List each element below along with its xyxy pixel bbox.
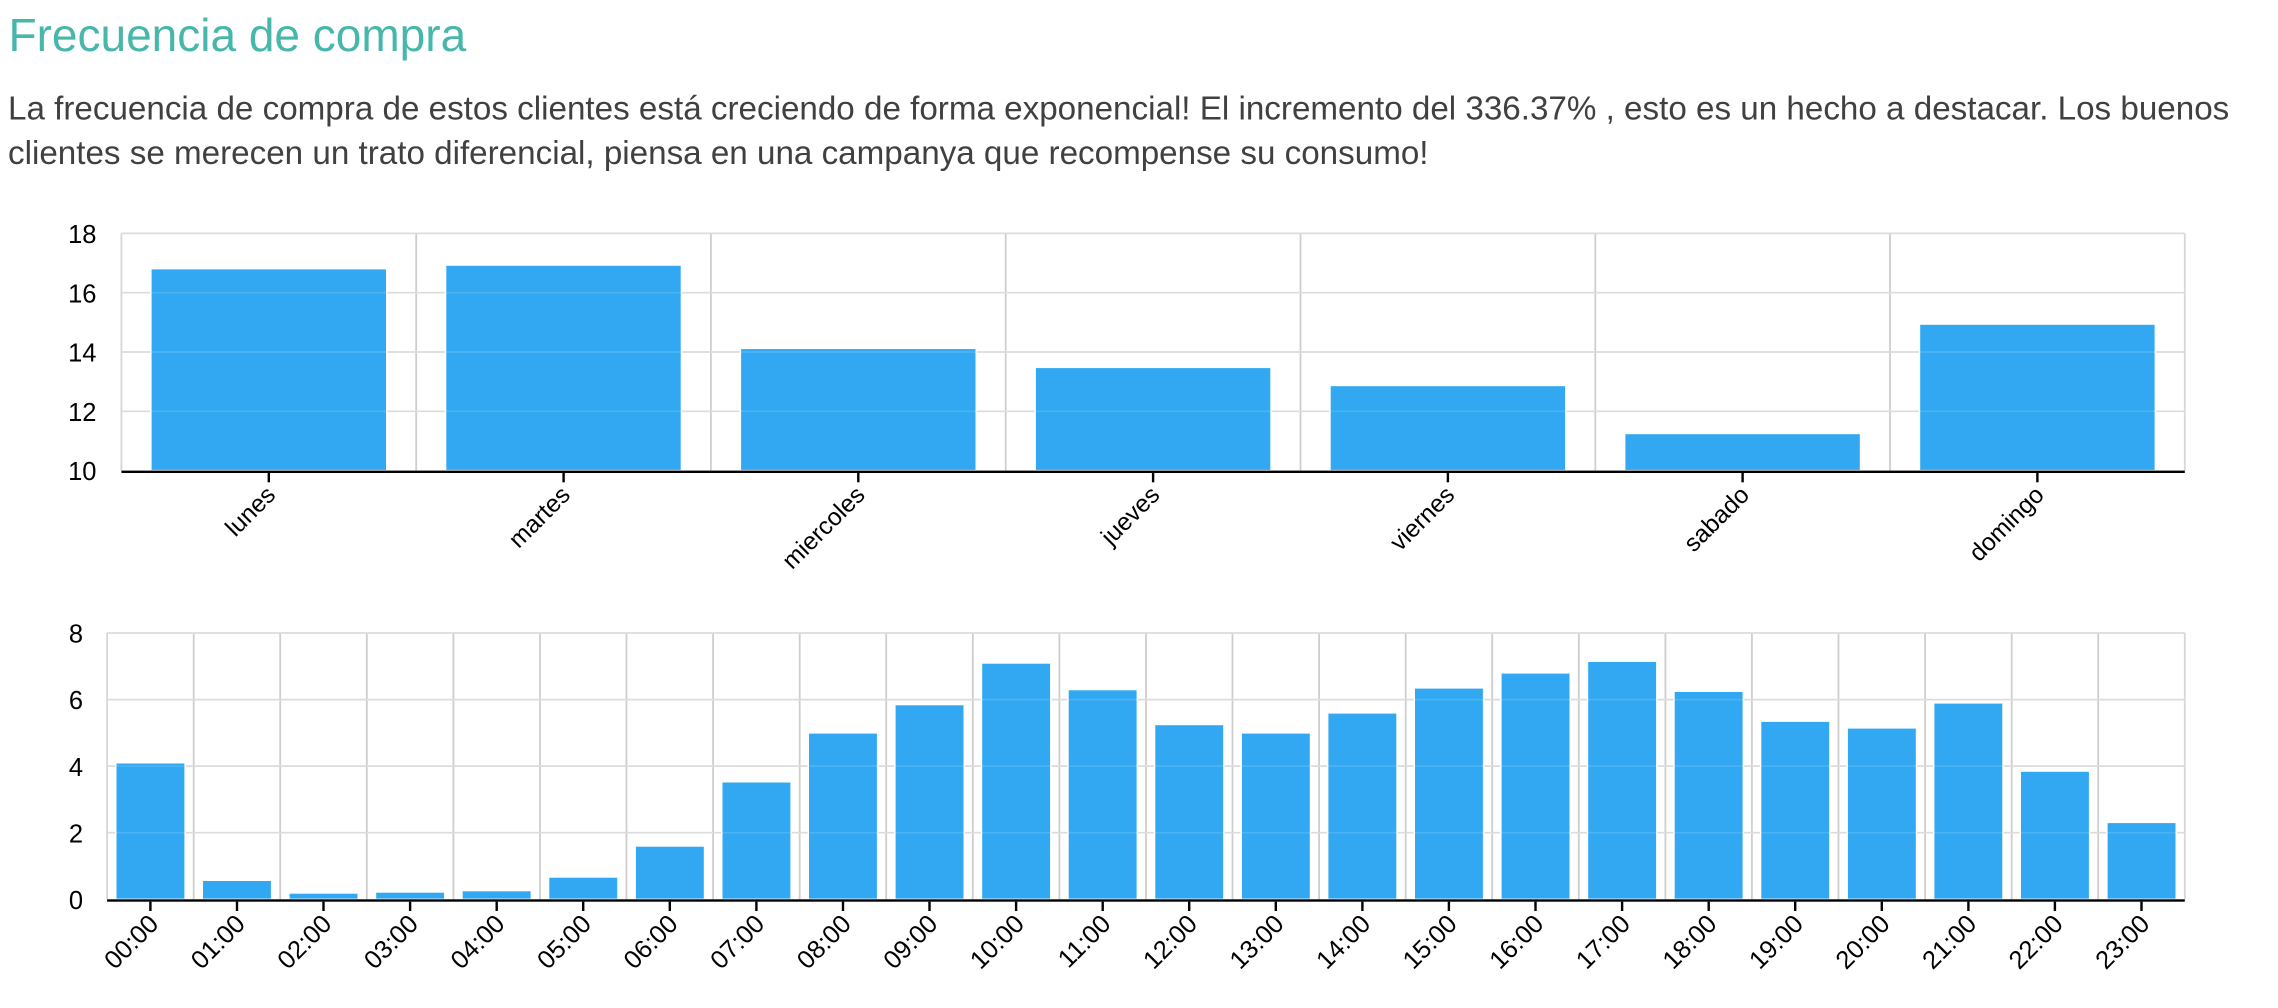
svg-text:La frecuencia de compra de est: La frecuencia de compra de estos cliente… [8, 91, 2229, 128]
svg-text:4: 4 [69, 754, 83, 782]
svg-text:18: 18 [68, 221, 96, 249]
svg-text:clientes se merecen un trato d: clientes se merecen un trato diferencial… [8, 135, 1429, 172]
svg-text:0: 0 [69, 887, 83, 915]
svg-text:Frecuencia de compra: Frecuencia de compra [9, 9, 467, 61]
svg-text:6: 6 [69, 687, 83, 715]
svg-text:12: 12 [68, 399, 96, 427]
svg-text:14: 14 [68, 340, 96, 368]
svg-text:10: 10 [68, 458, 96, 486]
svg-text:8: 8 [69, 621, 83, 649]
svg-text:2: 2 [69, 820, 83, 848]
svg-text:16: 16 [68, 280, 96, 308]
